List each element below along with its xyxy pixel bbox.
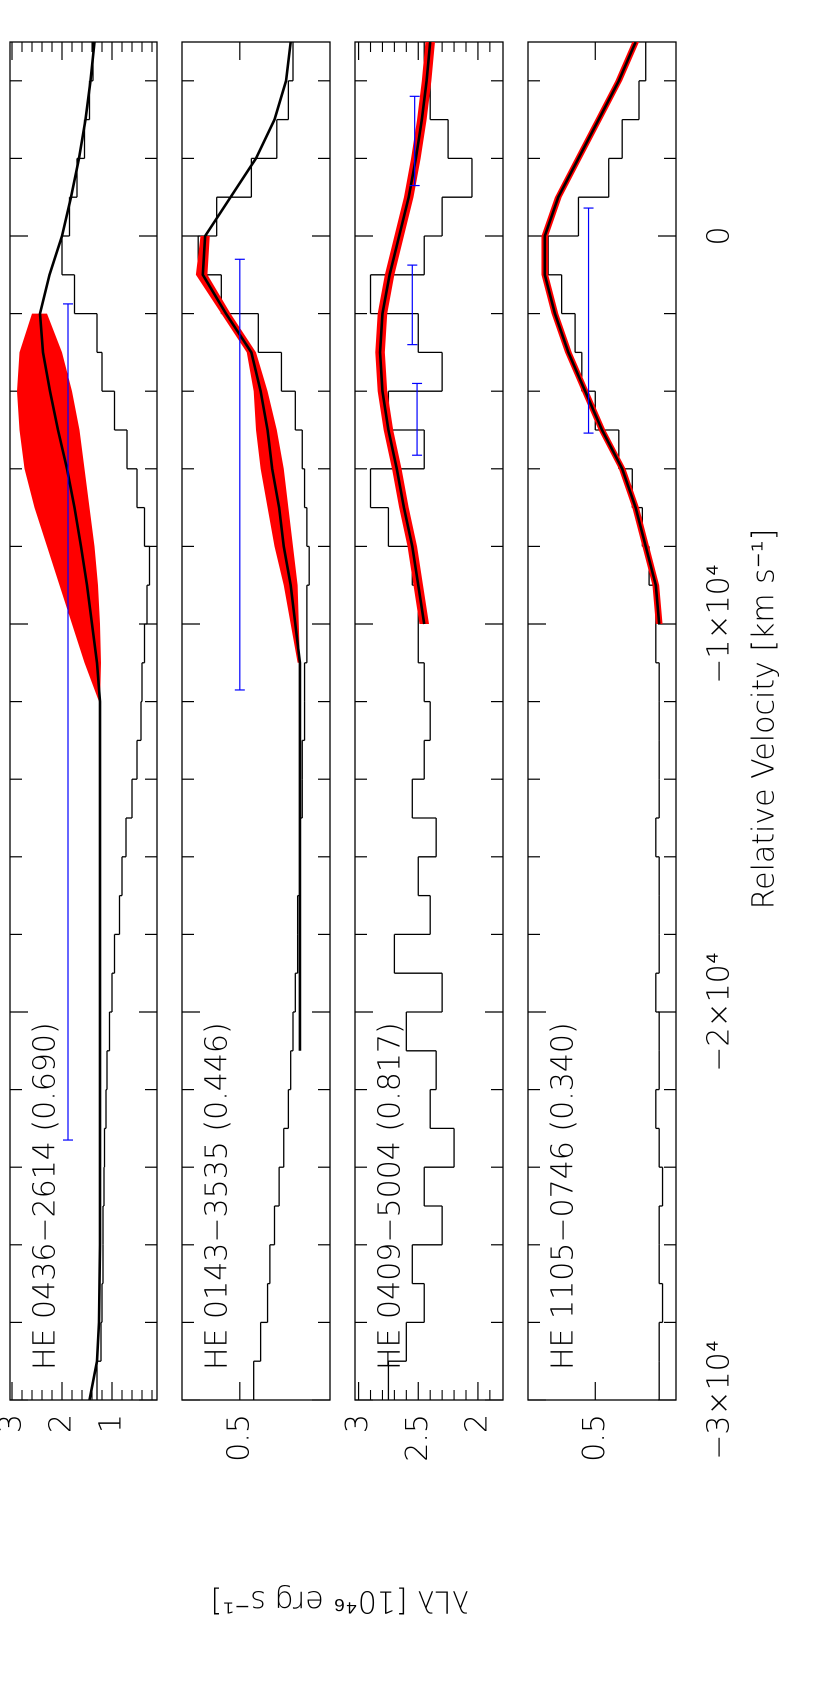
y-tick-label: 2 xyxy=(44,1414,79,1433)
y-tick-label: 2.5 xyxy=(400,1414,435,1462)
x-axis-label: Relative Velocity [km s⁻¹] xyxy=(747,529,782,910)
panel-title: HE 0143−3535 (0.446) xyxy=(200,1022,235,1370)
model-line xyxy=(378,41,432,625)
model-band xyxy=(17,313,101,702)
y-tick-label: 3 xyxy=(340,1414,375,1433)
panel-frame xyxy=(181,41,331,1401)
x-tick-label: 0 xyxy=(702,226,737,245)
model-band xyxy=(195,236,300,663)
panel-frame xyxy=(9,41,158,1401)
model-line xyxy=(201,41,302,1051)
x-tick-label: −3×10⁴ xyxy=(702,1340,737,1460)
y-axis-label: λLλ [10⁴⁶ erg s⁻¹] xyxy=(211,1584,470,1619)
model-line xyxy=(38,41,102,1401)
x-tick-label: −2×10⁴ xyxy=(702,952,737,1072)
model-band xyxy=(375,42,435,624)
x-tick-label: −1×10⁴ xyxy=(702,564,737,684)
y-tick-label: 0.5 xyxy=(577,1414,612,1462)
panel-title: HE 0409−5004 (0.817) xyxy=(373,1022,408,1370)
panel-frame xyxy=(527,41,677,1401)
model-line xyxy=(543,41,661,625)
panel-title: HE 0436−2614 (0.690) xyxy=(28,1022,63,1370)
y-tick-label: 3 xyxy=(0,1414,29,1433)
y-tick-label: 0.5 xyxy=(221,1414,256,1462)
panel-title: HE 1105−0746 (0.340) xyxy=(546,1022,581,1370)
rotated-figure: 123HE 0436−2614 (0.690)λLλ [10⁴⁶ erg s⁻¹… xyxy=(0,41,782,1619)
y-tick-label: 1 xyxy=(94,1414,129,1433)
y-tick-label: 2 xyxy=(459,1414,494,1433)
